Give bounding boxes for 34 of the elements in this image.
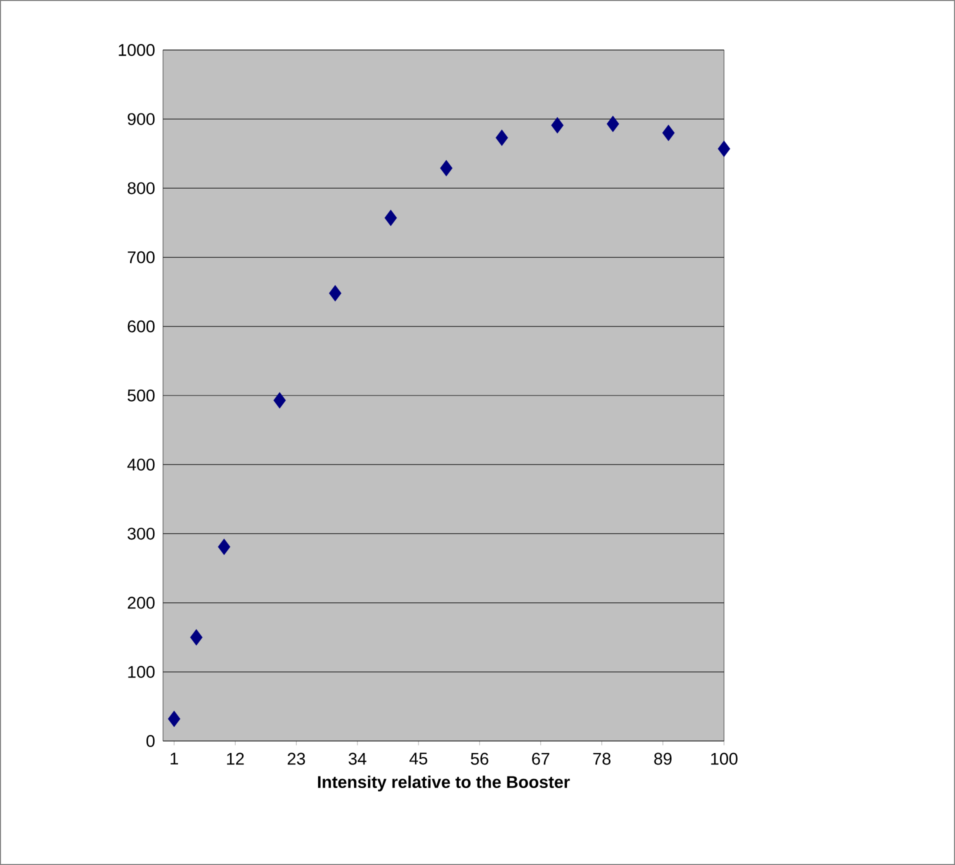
- point: [168, 710, 180, 728]
- point: [662, 124, 675, 142]
- y-tick-label: 700: [128, 251, 155, 264]
- point: [440, 160, 452, 176]
- point: [328, 285, 342, 302]
- y-tick-label: 400: [127, 458, 155, 471]
- y-tick-label: 800: [128, 182, 155, 194]
- y-tick-label: 300: [128, 528, 155, 540]
- point: [273, 392, 286, 409]
- x-tick-label: 100: [711, 752, 738, 765]
- y-tick-label: 200: [128, 596, 155, 609]
- x-tick-label: 78: [593, 752, 610, 765]
- x-tick-label: 34: [348, 752, 366, 765]
- y-tick-label: 900: [128, 113, 155, 126]
- point: [190, 629, 203, 646]
- x-tick-label: 56: [470, 752, 488, 765]
- y-tick-label: 0: [146, 735, 155, 747]
- point: [606, 116, 620, 132]
- point: [718, 140, 730, 158]
- x-tick-label: 1: [170, 752, 178, 764]
- y-tick-label: 1000: [118, 44, 155, 56]
- x-tick-label: 23: [288, 752, 305, 765]
- x-tick-label: 12: [227, 752, 244, 765]
- point: [384, 210, 397, 226]
- point: [551, 117, 564, 134]
- x-tick-label: 89: [654, 752, 672, 765]
- x-tick-label: 67: [532, 752, 550, 765]
- y-tick-label: 500: [128, 389, 155, 402]
- point: [496, 130, 508, 146]
- y-tick-label: 600: [128, 320, 155, 332]
- x-tick-label: 45: [409, 752, 428, 765]
- y-tick-label: 100: [128, 666, 155, 678]
- x-axis-title: Intensity relative to the Booster: [318, 776, 570, 792]
- point: [218, 538, 230, 556]
